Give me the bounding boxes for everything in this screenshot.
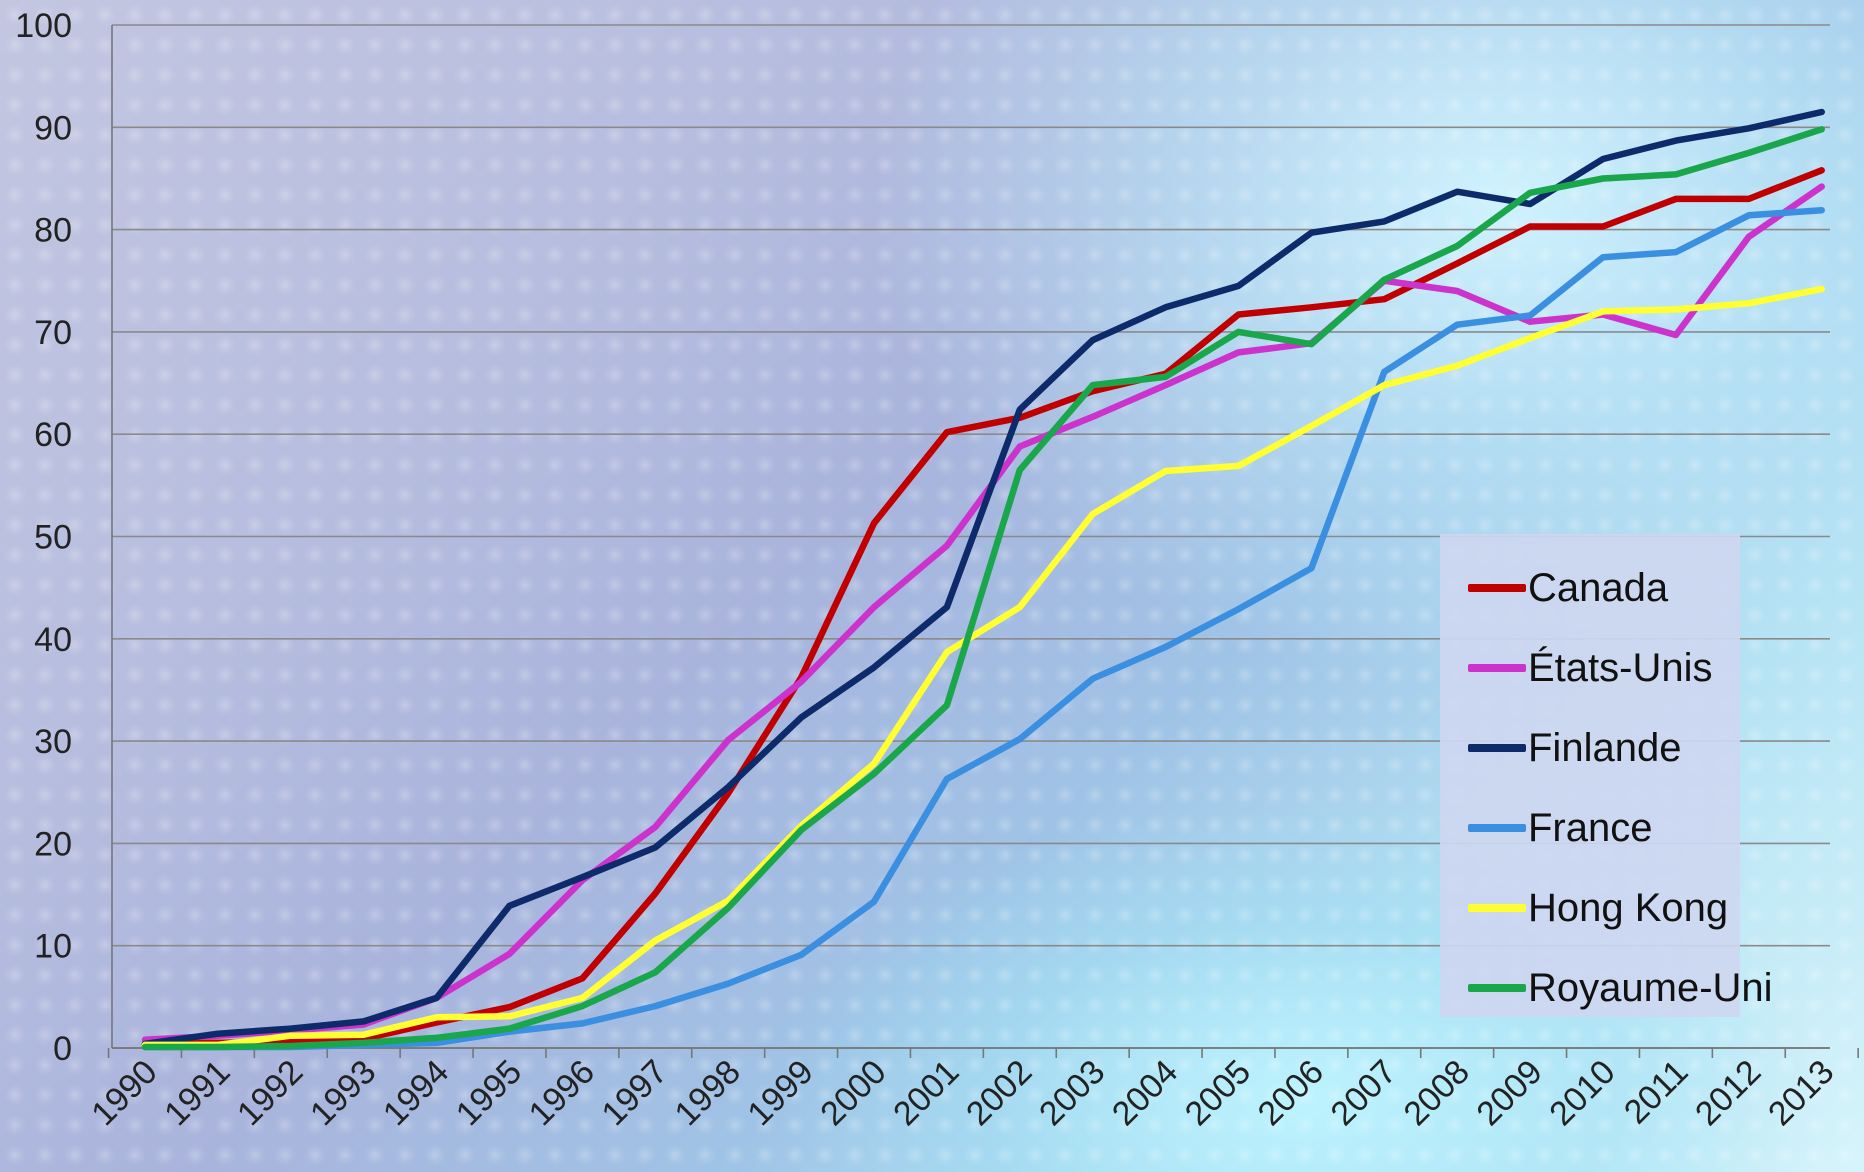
legend-label: Hong Kong [1528, 885, 1729, 930]
y-tick-label: 80 [34, 212, 72, 250]
series-line-finlande [141, 108, 1825, 1048]
series-lines [141, 108, 1825, 1051]
x-tick-label: 2002 [959, 1053, 1039, 1133]
x-tick-label: 2013 [1761, 1053, 1841, 1133]
legend-swatch [1468, 664, 1526, 672]
y-tick-label: 0 [53, 1030, 72, 1068]
x-tick-label: 1997 [595, 1053, 675, 1133]
legend-item-hong-kong: Hong Kong [1468, 878, 1728, 938]
axes [107, 25, 1859, 1058]
x-tick-label: 2006 [1251, 1053, 1331, 1133]
legend-item-royaume-uni: Royaume-Uni [1468, 958, 1773, 1018]
gridlines [112, 24, 1830, 1049]
series-line-hong-kong [141, 285, 1825, 1049]
y-tick-label: 60 [34, 416, 72, 454]
legend-swatch [1468, 824, 1526, 832]
y-tick-label: 90 [34, 109, 72, 147]
y-tick-label: 100 [15, 7, 72, 45]
x-tick-label: 1996 [522, 1053, 602, 1133]
x-axis-ticks: 1990199119921993199419951996199719981999… [84, 1053, 1841, 1133]
x-tick-label: 2005 [1178, 1053, 1258, 1133]
legend-label: France [1528, 805, 1653, 850]
legend-item-canada: Canada [1468, 558, 1668, 618]
legend-item-france: France [1468, 798, 1653, 858]
y-tick-label: 50 [34, 519, 72, 557]
legend-label: Finlande [1528, 725, 1682, 770]
x-tick-label: 2008 [1397, 1053, 1477, 1133]
x-tick-label: 1991 [157, 1053, 237, 1133]
x-tick-label: 2003 [1032, 1053, 1112, 1133]
x-tick-label: 1993 [303, 1053, 383, 1133]
series-line-royaume-uni [141, 126, 1825, 1051]
legend-swatch [1468, 584, 1526, 592]
legend: Canada États-Unis Finlande France Hong K… [1440, 534, 1773, 1017]
x-tick-label: 2000 [813, 1053, 893, 1133]
x-tick-label: 2001 [886, 1053, 966, 1133]
x-tick-label: 2007 [1324, 1053, 1404, 1133]
legend-label: États-Unis [1528, 645, 1713, 690]
legend-item-finlande: Finlande [1468, 718, 1681, 778]
legend-swatch [1468, 984, 1526, 992]
y-tick-label: 30 [34, 723, 72, 761]
x-tick-label: 2012 [1688, 1053, 1768, 1133]
y-tick-label: 20 [34, 825, 72, 863]
legend-label: Canada [1528, 565, 1669, 610]
legend-swatch [1468, 744, 1526, 752]
legend-item-etats-unis: États-Unis [1468, 638, 1713, 698]
y-tick-label: 10 [34, 928, 72, 966]
legend-swatch [1468, 904, 1526, 912]
x-tick-label: 1999 [740, 1053, 820, 1133]
x-tick-label: 1998 [668, 1053, 748, 1133]
legend-label: Royaume-Uni [1528, 965, 1773, 1010]
x-tick-label: 1992 [230, 1053, 310, 1133]
x-tick-label: 2009 [1469, 1053, 1549, 1133]
y-tick-label: 40 [34, 621, 72, 659]
y-tick-label: 70 [34, 314, 72, 352]
x-tick-label: 2011 [1617, 1053, 1696, 1132]
y-axis-ticks: 0 10 20 30 40 50 60 70 80 90 100 [15, 7, 72, 1068]
series-line-france [141, 206, 1825, 1051]
x-tick-label: 2010 [1542, 1053, 1622, 1133]
x-tick-label: 1994 [376, 1053, 456, 1133]
series-line-canada [141, 167, 1825, 1048]
x-tick-label: 1990 [84, 1053, 164, 1133]
x-tick-label: 2004 [1105, 1053, 1185, 1133]
x-tick-label: 1995 [449, 1053, 529, 1133]
